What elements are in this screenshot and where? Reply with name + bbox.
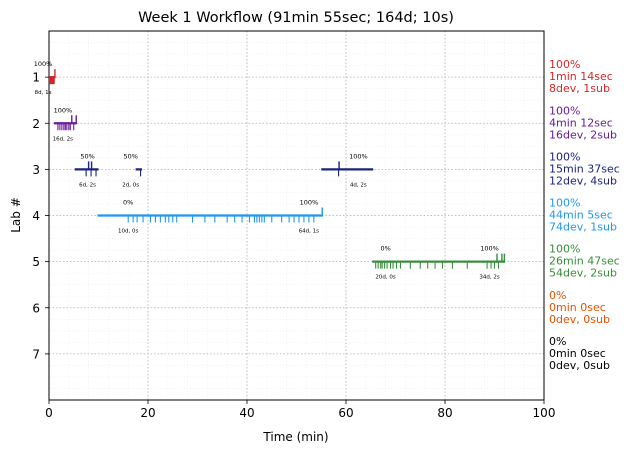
x-axis-label: Time (min) <box>262 430 328 444</box>
lab-5-score-annotation: 100% <box>480 245 499 253</box>
x-tick-label: 20 <box>140 406 155 420</box>
lab-3-summary-line: 15min 37sec <box>549 162 620 175</box>
lab-1-summary-line: 1min 14sec <box>549 70 613 83</box>
lab-5-score-annotation: 0% <box>380 245 390 253</box>
lab-5-summary-line: 100% <box>549 243 580 256</box>
lab-3-score-annotation: 50% <box>123 152 137 160</box>
lab-1-summary-line: 8dev, 1sub <box>549 82 610 95</box>
lab-3-count-annotation: 6d, 2s <box>79 182 96 188</box>
lab-5-summary-line: 26min 47sec <box>549 255 620 268</box>
y-tick-label: 3 <box>32 163 40 177</box>
lab-3-score-annotation: 50% <box>80 152 94 160</box>
x-tick-label: 80 <box>437 406 452 420</box>
lab-7-summary-line: 0dev, 0sub <box>549 359 610 372</box>
x-tick-label: 0 <box>45 406 53 420</box>
lab-5-count-annotation: 20d, 0s <box>375 275 395 281</box>
lab-4-summary-line: 100% <box>549 197 580 210</box>
lab-3-summary-line: 12dev, 4sub <box>549 174 617 187</box>
lab-2-count-annotation: 16d, 2s <box>53 136 73 142</box>
chart-title: Week 1 Workflow (91min 55sec; 164d; 10s) <box>138 10 454 26</box>
lab-4-score-annotation: 100% <box>300 199 319 207</box>
y-tick-label: 1 <box>32 71 40 85</box>
x-tick-label: 40 <box>239 406 254 420</box>
y-tick-label: 5 <box>32 255 40 269</box>
y-tick-label: 2 <box>32 117 40 131</box>
lab-7-summary-line: 0% <box>549 335 566 348</box>
lab-5-count-annotation: 34d, 2s <box>479 275 499 281</box>
y-tick-label: 7 <box>32 347 40 361</box>
y-tick-label: 6 <box>32 301 40 315</box>
x-tick-label: 100 <box>533 406 556 420</box>
lab-4-count-annotation: 10d, 0s <box>118 229 138 235</box>
lab-2-score-annotation: 100% <box>54 106 73 114</box>
lab-6-summary-line: 0% <box>549 289 566 302</box>
lab-1-score-annotation: 100% <box>34 60 53 68</box>
lab-4-score-annotation: 0% <box>123 199 133 207</box>
lab-3-count-annotation: 4d, 2s <box>350 182 367 188</box>
lab-3-score-annotation: 100% <box>349 152 368 160</box>
lab-4-summary-line: 44min 5sec <box>549 209 613 222</box>
x-tick-label: 60 <box>338 406 353 420</box>
lab-4-count-annotation: 64d, 1s <box>299 229 319 235</box>
lab-3-count-annotation: 2d, 0s <box>122 182 139 188</box>
lab-7-summary-line: 0min 0sec <box>549 347 606 360</box>
lab-5-summary-line: 54dev, 2sub <box>549 267 617 280</box>
lab-3-summary-line: 100% <box>549 150 580 163</box>
lab-2-summary-line: 100% <box>549 104 580 117</box>
y-tick-label: 4 <box>32 209 40 223</box>
lab-4-summary-line: 74dev, 1sub <box>549 221 617 234</box>
lab-2-summary-line: 16dev, 2sub <box>549 128 617 141</box>
lab-6-summary-line: 0min 0sec <box>549 301 606 314</box>
lab-1-count-annotation: 8d, 1s <box>35 90 52 96</box>
y-axis-label: Lab # <box>9 197 23 233</box>
lab-2-summary-line: 4min 12sec <box>549 116 613 129</box>
lab-1-summary-line: 100% <box>549 58 580 71</box>
lab-6-summary-line: 0dev, 0sub <box>549 313 610 326</box>
